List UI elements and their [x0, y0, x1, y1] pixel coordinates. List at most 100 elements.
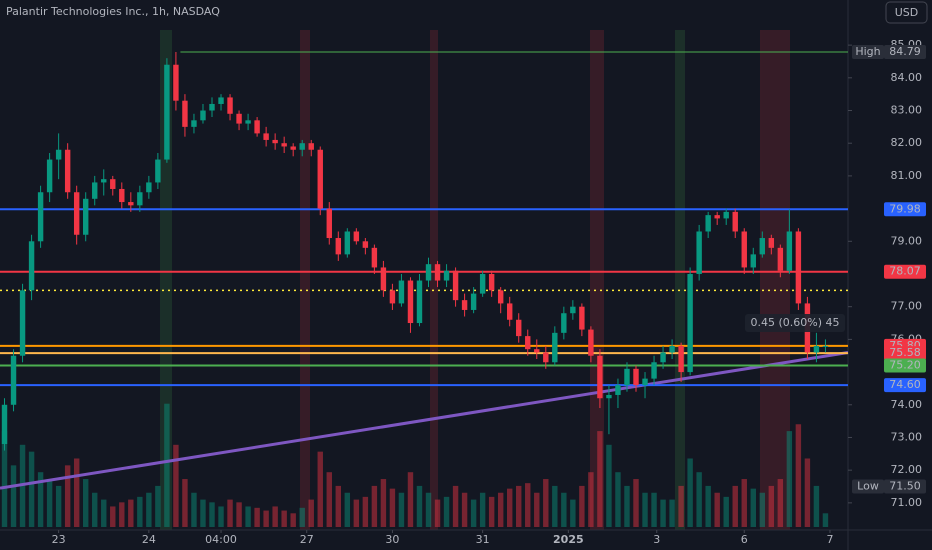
price-tag — [884, 479, 926, 494]
volume-bar — [380, 479, 387, 527]
currency-label[interactable]: USD — [895, 6, 919, 19]
candle-body — [687, 273, 693, 373]
volume-bar — [281, 510, 287, 527]
price-tag-label: 75.20 — [889, 359, 921, 372]
candle-body — [101, 179, 107, 183]
price-tag — [884, 358, 926, 373]
volume-bar — [615, 472, 621, 527]
candle-body — [128, 202, 134, 206]
volume-bar — [335, 485, 342, 527]
x-tick-label: 2025 — [553, 533, 584, 546]
volume-bar — [750, 488, 756, 527]
volume-bar — [82, 479, 89, 527]
x-tick-label: 30 — [385, 533, 399, 546]
volume-bar — [488, 496, 495, 527]
y-tick-label: 83.00 — [891, 104, 923, 117]
volume-bar — [101, 499, 107, 527]
volume-bar — [633, 479, 639, 527]
price-tag — [884, 346, 926, 361]
candle-body — [245, 120, 251, 124]
candle-body — [236, 113, 242, 124]
candle-body — [164, 64, 170, 160]
candle-body — [723, 211, 729, 219]
price-tag — [884, 264, 926, 279]
candle-body — [777, 247, 784, 271]
candle-body — [534, 349, 540, 353]
candle-body — [561, 313, 567, 333]
volume-bar — [777, 479, 784, 527]
volume-bar — [579, 485, 585, 527]
candle-body — [732, 211, 738, 232]
candle-body — [506, 303, 513, 320]
trend-line — [0, 350, 849, 490]
volume-bar — [696, 472, 702, 527]
candle-body — [461, 300, 468, 310]
volume-bar — [786, 431, 793, 527]
candle-body — [669, 345, 675, 353]
candle-body — [597, 355, 603, 399]
candle-body — [750, 254, 756, 268]
candle-body — [705, 215, 711, 232]
volume-bar — [389, 488, 396, 527]
candle-body — [317, 149, 323, 209]
volume-bar — [64, 465, 71, 527]
volume-bar — [254, 507, 260, 527]
candle-body — [588, 329, 594, 356]
volume-bar — [588, 472, 594, 527]
candle-body — [579, 306, 585, 330]
volume-bar — [164, 403, 170, 527]
volume-bar — [245, 506, 251, 527]
volume-bar — [606, 444, 612, 527]
volume-bar — [137, 496, 143, 527]
volume-bar — [191, 492, 197, 527]
candle-body — [642, 378, 648, 386]
candle-body — [398, 280, 405, 304]
candle-body — [82, 198, 89, 235]
candle-body — [570, 306, 576, 314]
volume-bar — [768, 485, 775, 527]
candle-body — [64, 149, 71, 193]
candle-body — [759, 238, 766, 255]
candle-body — [389, 290, 396, 304]
candle-body — [55, 149, 62, 160]
candle-body — [380, 267, 387, 291]
measure-box — [745, 314, 845, 332]
y-tick-label: 84.00 — [891, 71, 923, 84]
candle-body — [200, 110, 206, 121]
volume-bar — [678, 485, 684, 527]
volume-bar — [416, 485, 423, 527]
candle-body — [795, 231, 802, 304]
price-tag — [884, 202, 926, 217]
candle-body — [615, 385, 621, 395]
candle-body — [660, 352, 666, 363]
candle-body — [110, 179, 116, 189]
volume-bar — [795, 424, 802, 527]
volume-bar — [110, 506, 116, 527]
price-tag-label: 74.60 — [889, 378, 921, 391]
currency-button[interactable] — [885, 1, 928, 24]
x-tick-label: 04:00 — [205, 533, 237, 546]
candle-body — [182, 100, 188, 127]
candle-body — [633, 368, 639, 386]
volume-bar — [543, 479, 549, 527]
candle-body — [651, 362, 657, 379]
candle-body — [452, 270, 459, 301]
volume-bar — [55, 485, 62, 527]
candle-body — [497, 290, 504, 304]
chart-title: Palantir Technologies Inc., 1h, NASDAQ — [6, 5, 220, 18]
volume-bar — [669, 499, 675, 527]
candle-body — [488, 273, 495, 291]
candle-body — [37, 192, 44, 242]
candle-body — [822, 345, 829, 347]
y-tick-label: 82.00 — [891, 136, 923, 149]
volume-bar — [119, 502, 125, 527]
x-tick-label: 27 — [300, 533, 314, 546]
candle-body — [552, 332, 558, 363]
volume-bar — [516, 485, 522, 527]
candle-body — [813, 345, 820, 353]
candle-body — [407, 280, 414, 324]
y-tick-label: 77.00 — [891, 300, 923, 313]
price-tag-name: Low — [857, 480, 879, 493]
volume-bar — [128, 499, 134, 527]
measure-label: 0.45 (0.60%) 45 — [750, 316, 839, 329]
